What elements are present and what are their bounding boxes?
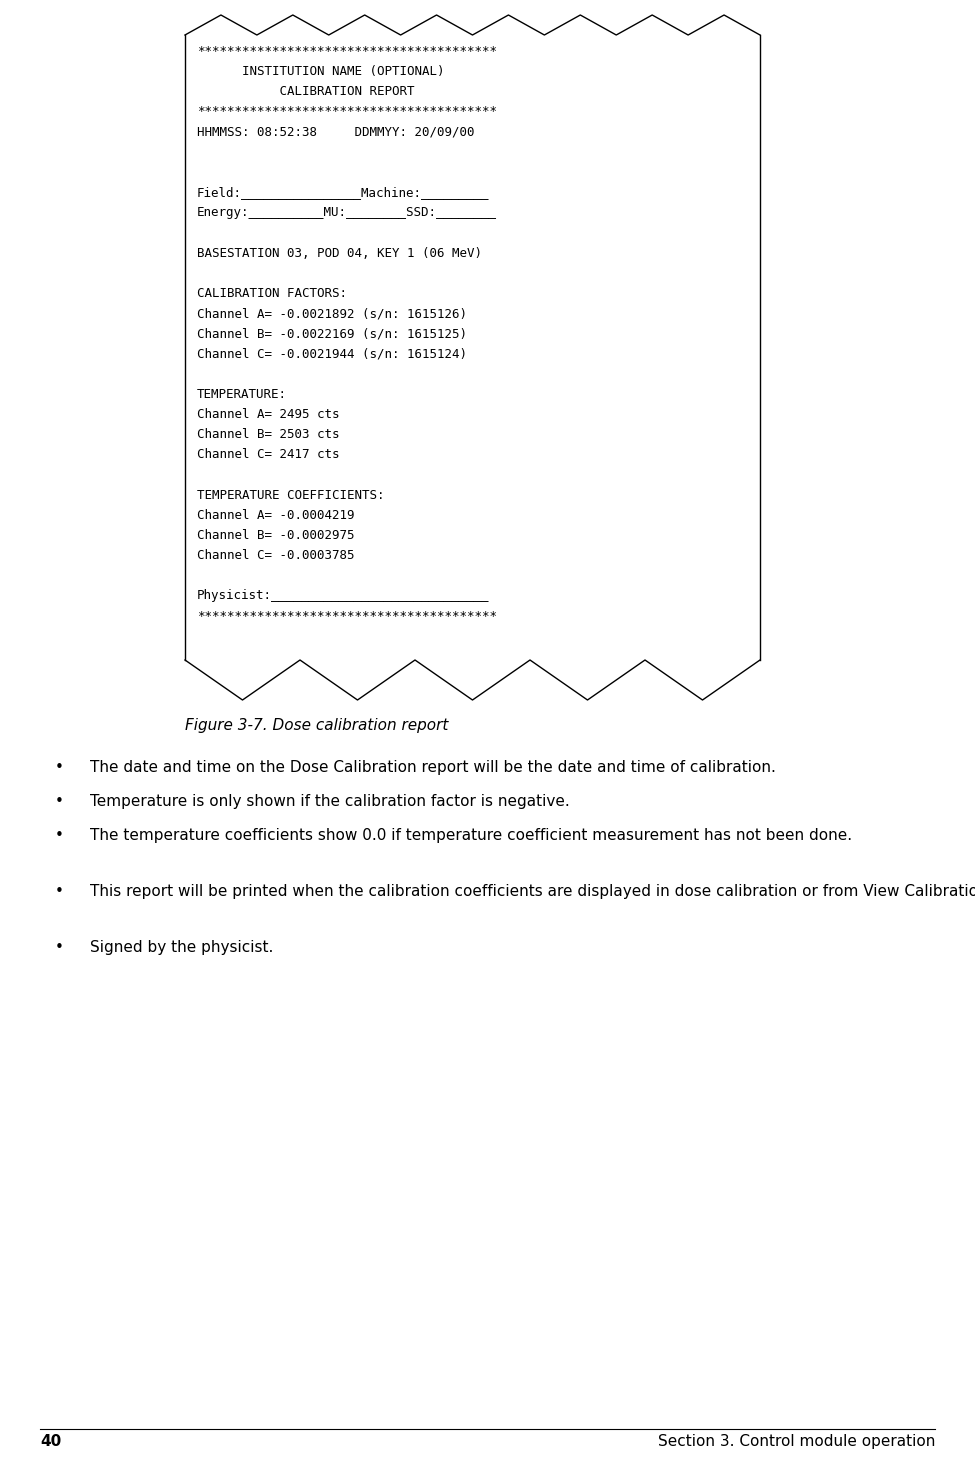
Text: •: • — [55, 884, 64, 899]
Text: Channel B= -0.0002975: Channel B= -0.0002975 — [197, 529, 355, 542]
Text: Channel A= -0.0021892 (s/n: 1615126): Channel A= -0.0021892 (s/n: 1615126) — [197, 307, 467, 320]
Text: INSTITUTION NAME (OPTIONAL): INSTITUTION NAME (OPTIONAL) — [197, 66, 445, 79]
Text: TEMPERATURE COEFFICIENTS:: TEMPERATURE COEFFICIENTS: — [197, 488, 384, 501]
Text: BASESTATION 03, POD 04, KEY 1 (06 MeV): BASESTATION 03, POD 04, KEY 1 (06 MeV) — [197, 247, 482, 260]
Text: Section 3. Control module operation: Section 3. Control module operation — [657, 1435, 935, 1449]
Text: •: • — [55, 760, 64, 774]
Text: •: • — [55, 939, 64, 955]
Text: Channel C= -0.0021944 (s/n: 1615124): Channel C= -0.0021944 (s/n: 1615124) — [197, 348, 467, 361]
Text: Channel C= -0.0003785: Channel C= -0.0003785 — [197, 549, 355, 562]
Text: Temperature is only shown if the calibration factor is negative.: Temperature is only shown if the calibra… — [90, 793, 569, 809]
Text: ****************************************: **************************************** — [197, 105, 497, 118]
Text: HHMMSS: 08:52:38     DDMMYY: 20/09/00: HHMMSS: 08:52:38 DDMMYY: 20/09/00 — [197, 126, 475, 139]
Text: CALIBRATION FACTORS:: CALIBRATION FACTORS: — [197, 286, 347, 300]
Text: This report will be printed when the calibration coefficients are displayed in d: This report will be printed when the cal… — [90, 884, 975, 899]
Text: The date and time on the Dose Calibration report will be the date and time of ca: The date and time on the Dose Calibratio… — [90, 760, 776, 774]
Text: The temperature coefficients show 0.0 if temperature coefficient measurement has: The temperature coefficients show 0.0 if… — [90, 828, 852, 843]
Text: Channel A= 2495 cts: Channel A= 2495 cts — [197, 408, 339, 421]
Text: Channel B= 2503 cts: Channel B= 2503 cts — [197, 428, 339, 441]
Text: •: • — [55, 828, 64, 843]
Text: Channel C= 2417 cts: Channel C= 2417 cts — [197, 449, 339, 462]
Text: ****************************************: **************************************** — [197, 609, 497, 622]
Text: TEMPERATURE:: TEMPERATURE: — [197, 387, 287, 400]
Text: Signed by the physicist.: Signed by the physicist. — [90, 939, 273, 955]
Text: Physicist:_____________________________: Physicist:_____________________________ — [197, 589, 489, 602]
Text: 40: 40 — [40, 1435, 61, 1449]
Text: CALIBRATION REPORT: CALIBRATION REPORT — [197, 85, 414, 98]
Text: Channel A= -0.0004219: Channel A= -0.0004219 — [197, 508, 355, 522]
Text: Field:________________Machine:_________: Field:________________Machine:_________ — [197, 186, 489, 199]
Text: Figure 3-7. Dose calibration report: Figure 3-7. Dose calibration report — [185, 717, 448, 733]
Text: ****************************************: **************************************** — [197, 45, 497, 58]
Text: Energy:__________MU:________SSD:________: Energy:__________MU:________SSD:________ — [197, 206, 497, 219]
Text: •: • — [55, 793, 64, 809]
Text: Channel B= -0.0022169 (s/n: 1615125): Channel B= -0.0022169 (s/n: 1615125) — [197, 327, 467, 340]
